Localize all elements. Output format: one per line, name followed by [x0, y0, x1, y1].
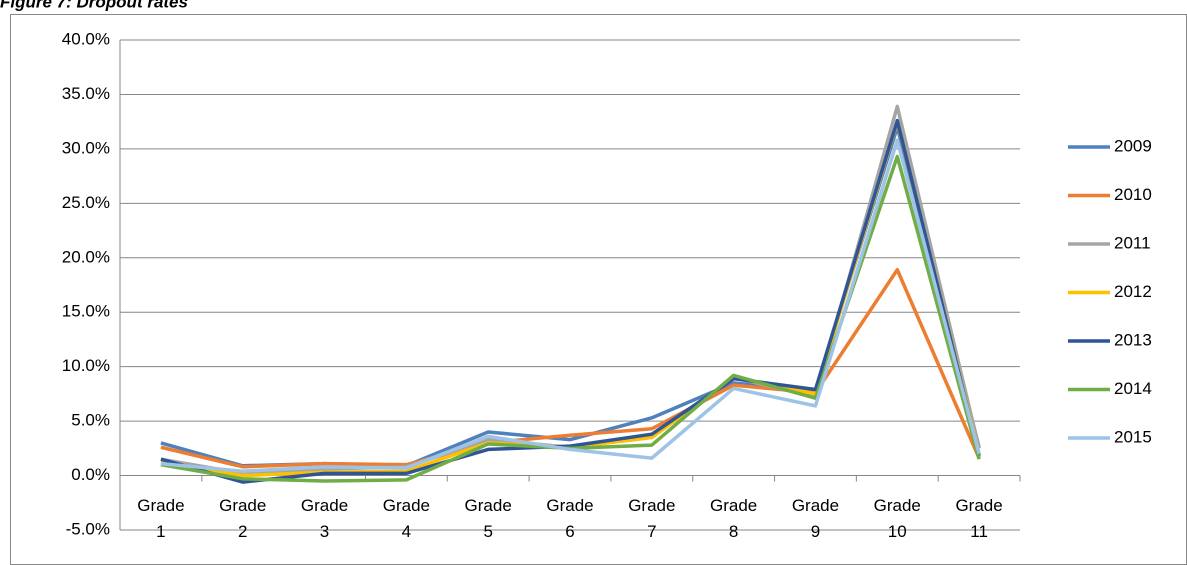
x-tick-label: Grade 6 [546, 496, 594, 541]
legend-label: 2009 [1114, 136, 1152, 155]
x-tick-label-box: Grade 2 [219, 496, 267, 541]
x-tick-label: Grade 7 [628, 496, 676, 541]
y-tick-label: 30.0% [62, 138, 110, 157]
x-tick-label-box: Grade 5 [464, 496, 512, 541]
x-tick-label: Grade 3 [300, 496, 349, 541]
x-tick-label: Grade 10 [873, 496, 921, 541]
x-tick-label-box: Grade 10 [873, 496, 921, 541]
chart-title: Figure 7: Dropout rates [0, 0, 188, 11]
x-tick-label: Grade 5 [464, 496, 512, 541]
y-tick-label: 35.0% [62, 84, 110, 103]
y-tick-label: 40.0% [62, 29, 110, 48]
x-tick-label: Grade 9 [791, 496, 840, 541]
legend-label: 2011 [1114, 233, 1151, 252]
y-tick-label: 5.0% [71, 411, 110, 430]
x-tick-label-box: Grade 6 [546, 496, 594, 541]
series-line [160, 268, 981, 469]
x-tick-label-box: Grade 8 [710, 496, 758, 541]
x-tick-label-box: Grade 11 [955, 496, 1003, 541]
legend-label: 2010 [1114, 185, 1152, 204]
y-tick-label: 10.0% [62, 356, 110, 375]
y-tick-label: 25.0% [62, 193, 110, 212]
chart-frame [10, 14, 1187, 565]
legend-label: 2013 [1114, 330, 1152, 349]
x-tick-label: Grade 4 [382, 496, 430, 541]
x-tick-label-box: Grade 1 [137, 496, 185, 541]
x-tick-label-box: Grade 3 [300, 496, 349, 541]
y-tick-label: 15.0% [62, 302, 110, 321]
y-tick-label: 0.0% [71, 465, 110, 484]
legend-label: 2012 [1114, 282, 1152, 301]
legend-label: 2014 [1114, 379, 1152, 398]
legend-label: 2015 [1114, 427, 1152, 446]
x-tick-label: Grade 1 [137, 496, 185, 541]
x-tick-label-box: Grade 4 [382, 496, 430, 541]
series-line [160, 138, 981, 473]
y-tick-label: -5.0% [66, 519, 110, 538]
x-tick-label: Grade 11 [955, 496, 1003, 541]
x-tick-label: Grade 8 [710, 496, 758, 541]
x-tick-label: Grade 2 [219, 496, 267, 541]
y-tick-label: 20.0% [62, 247, 110, 266]
x-tick-label-box: Grade 9 [791, 496, 840, 541]
x-tick-label-box: Grade 7 [628, 496, 676, 541]
series-line [160, 118, 981, 484]
